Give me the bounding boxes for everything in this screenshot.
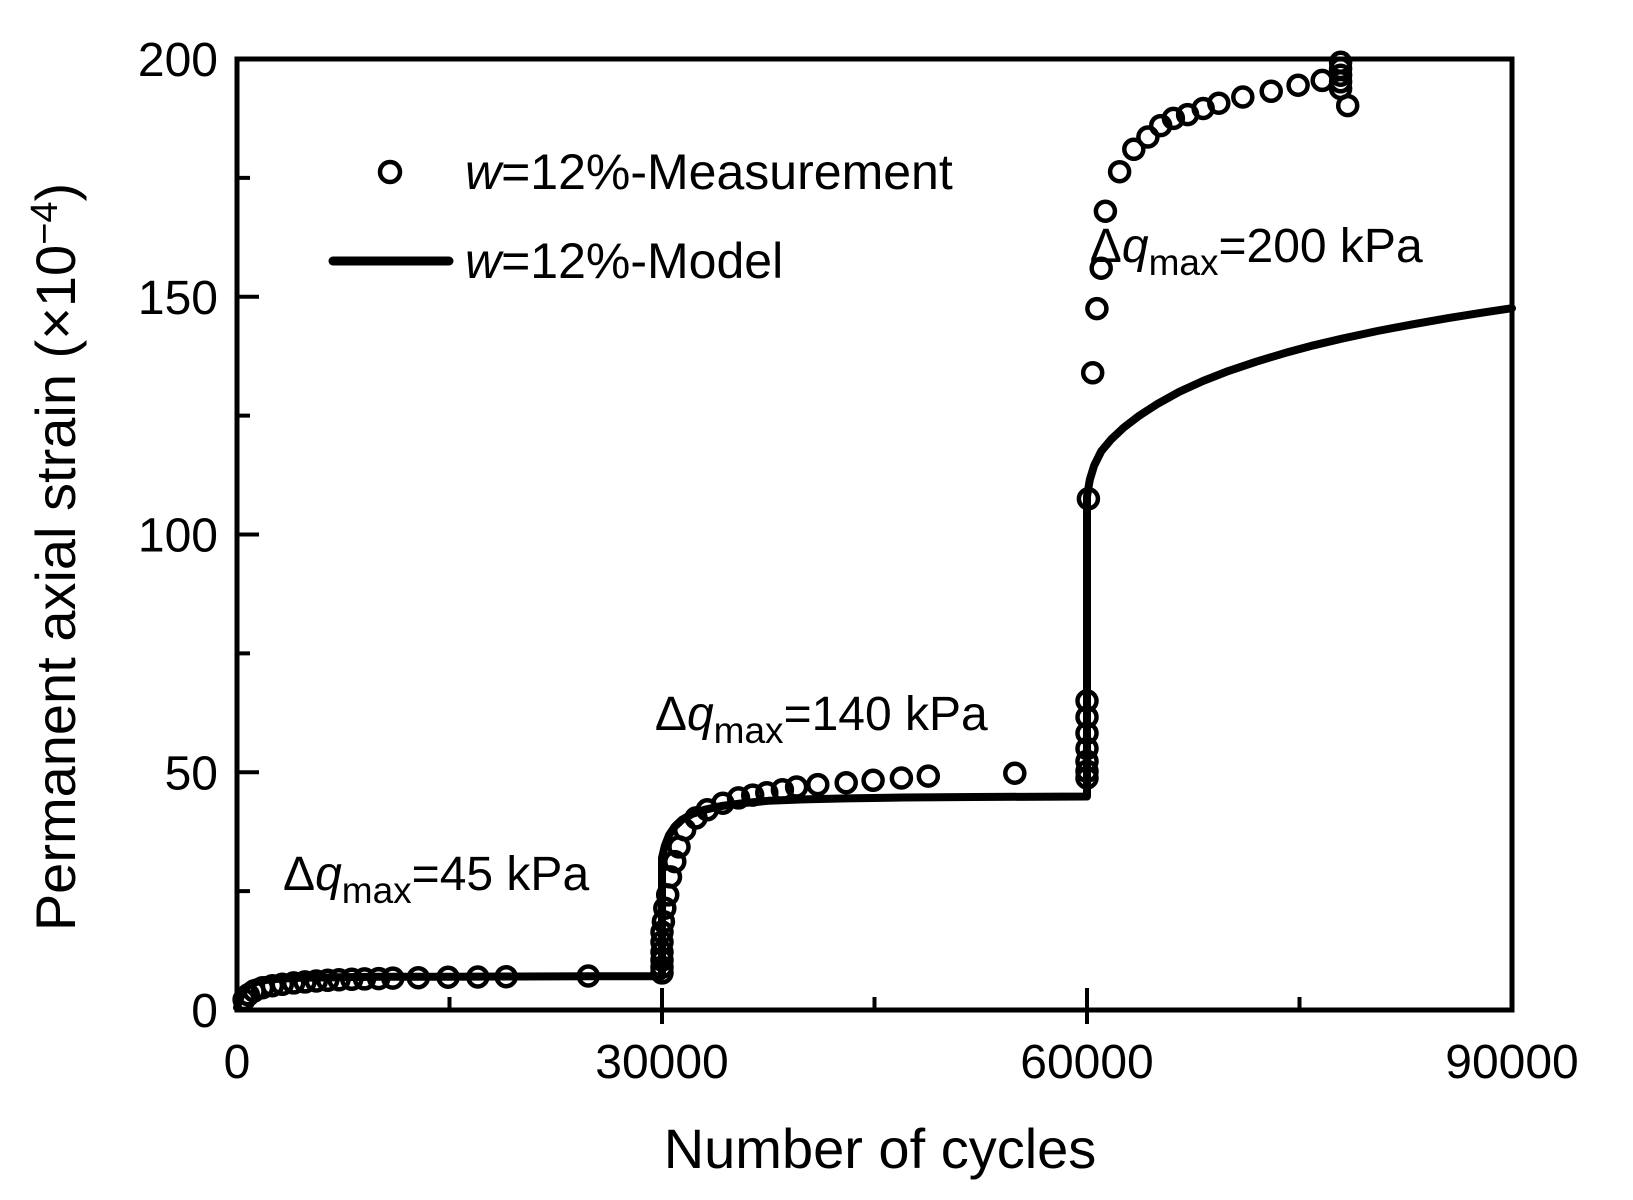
y-tick-label: 50 [165,747,218,800]
measurement-point [650,920,674,944]
measurement-point [1335,93,1360,118]
y-tick-label: 100 [138,510,218,563]
measurement-point [653,896,677,920]
measurement-point [1075,736,1099,761]
x-tick-label: 60000 [1020,1036,1153,1089]
legend-label: w=12%-Measurement [465,144,953,200]
x-tick-label: 90000 [1445,1036,1578,1089]
measurement-point [1286,73,1310,97]
measurement-point [1075,689,1099,713]
plot-border [234,56,1515,1013]
x-axis-label: Number of cycles [664,1117,1097,1180]
x-tick-label: 0 [224,1036,251,1089]
annotation: Δqmax=45 kPa [283,848,589,911]
annotation: Δqmax=140 kPa [655,688,988,751]
measurement-point [1075,721,1099,746]
measurement-point [784,775,809,799]
measurement-point [270,972,295,997]
measurement-point [650,955,674,979]
measurement-point [861,768,885,793]
measurement-point [889,766,914,790]
annotation: Δqmax=200 kPa [1090,220,1423,283]
measurement-point [327,968,351,992]
measurement-point [770,778,795,802]
measurement-point [1259,79,1283,104]
measurement-point [315,968,340,993]
y-tick-label: 0 [191,985,218,1038]
measurement-point [806,772,830,797]
measurement-point [1161,106,1186,131]
x-tick-label: 30000 [595,1036,728,1089]
measurement-point [366,966,391,991]
measurement-point [1075,705,1099,729]
measurement-point [1075,749,1099,774]
measurement-point [406,965,431,990]
measurement-point [1310,68,1334,93]
measurement-point [1080,361,1105,385]
measurement-point [1085,296,1109,321]
measurement-point [672,818,697,842]
y-tick-label: 200 [138,34,218,87]
measurement-point [663,849,687,874]
measurement-point [916,764,941,788]
measurement-point [352,967,377,991]
legend-circle-marker [377,159,403,185]
measurement-point [1207,91,1231,115]
measurement-point [1107,159,1132,184]
measurement-point [340,967,364,992]
measurement-point [1093,199,1118,223]
measurement-point [436,965,460,989]
measurement-point [740,783,765,807]
measurement-point [1003,761,1027,785]
measurement-point [1328,50,1353,75]
measurement-point [834,770,858,795]
measurement-point [1076,487,1101,511]
model-line [233,304,1516,1012]
measurement-point [260,973,285,998]
measurement-point [281,971,306,995]
measurement-point [651,909,676,934]
measurement-point [304,969,329,993]
measurement-point [755,780,779,805]
legend-label: w=12%-Model [465,233,783,289]
measurement-point [576,964,601,988]
measurement-point [1089,256,1113,280]
measurement-point [293,970,317,994]
measurement-point [494,964,518,989]
measurement-point [726,786,751,810]
y-tick-label: 150 [138,272,218,325]
measurement-point [1075,759,1099,784]
y-axis-label: Permanent axial strain (×10−4) [24,183,87,931]
measurement-point [466,965,490,989]
measurement-point [1231,85,1255,109]
measurement-point [1136,125,1160,149]
measurement-point [1122,137,1146,162]
measurement-point [658,865,683,889]
measurement-point [381,966,405,990]
